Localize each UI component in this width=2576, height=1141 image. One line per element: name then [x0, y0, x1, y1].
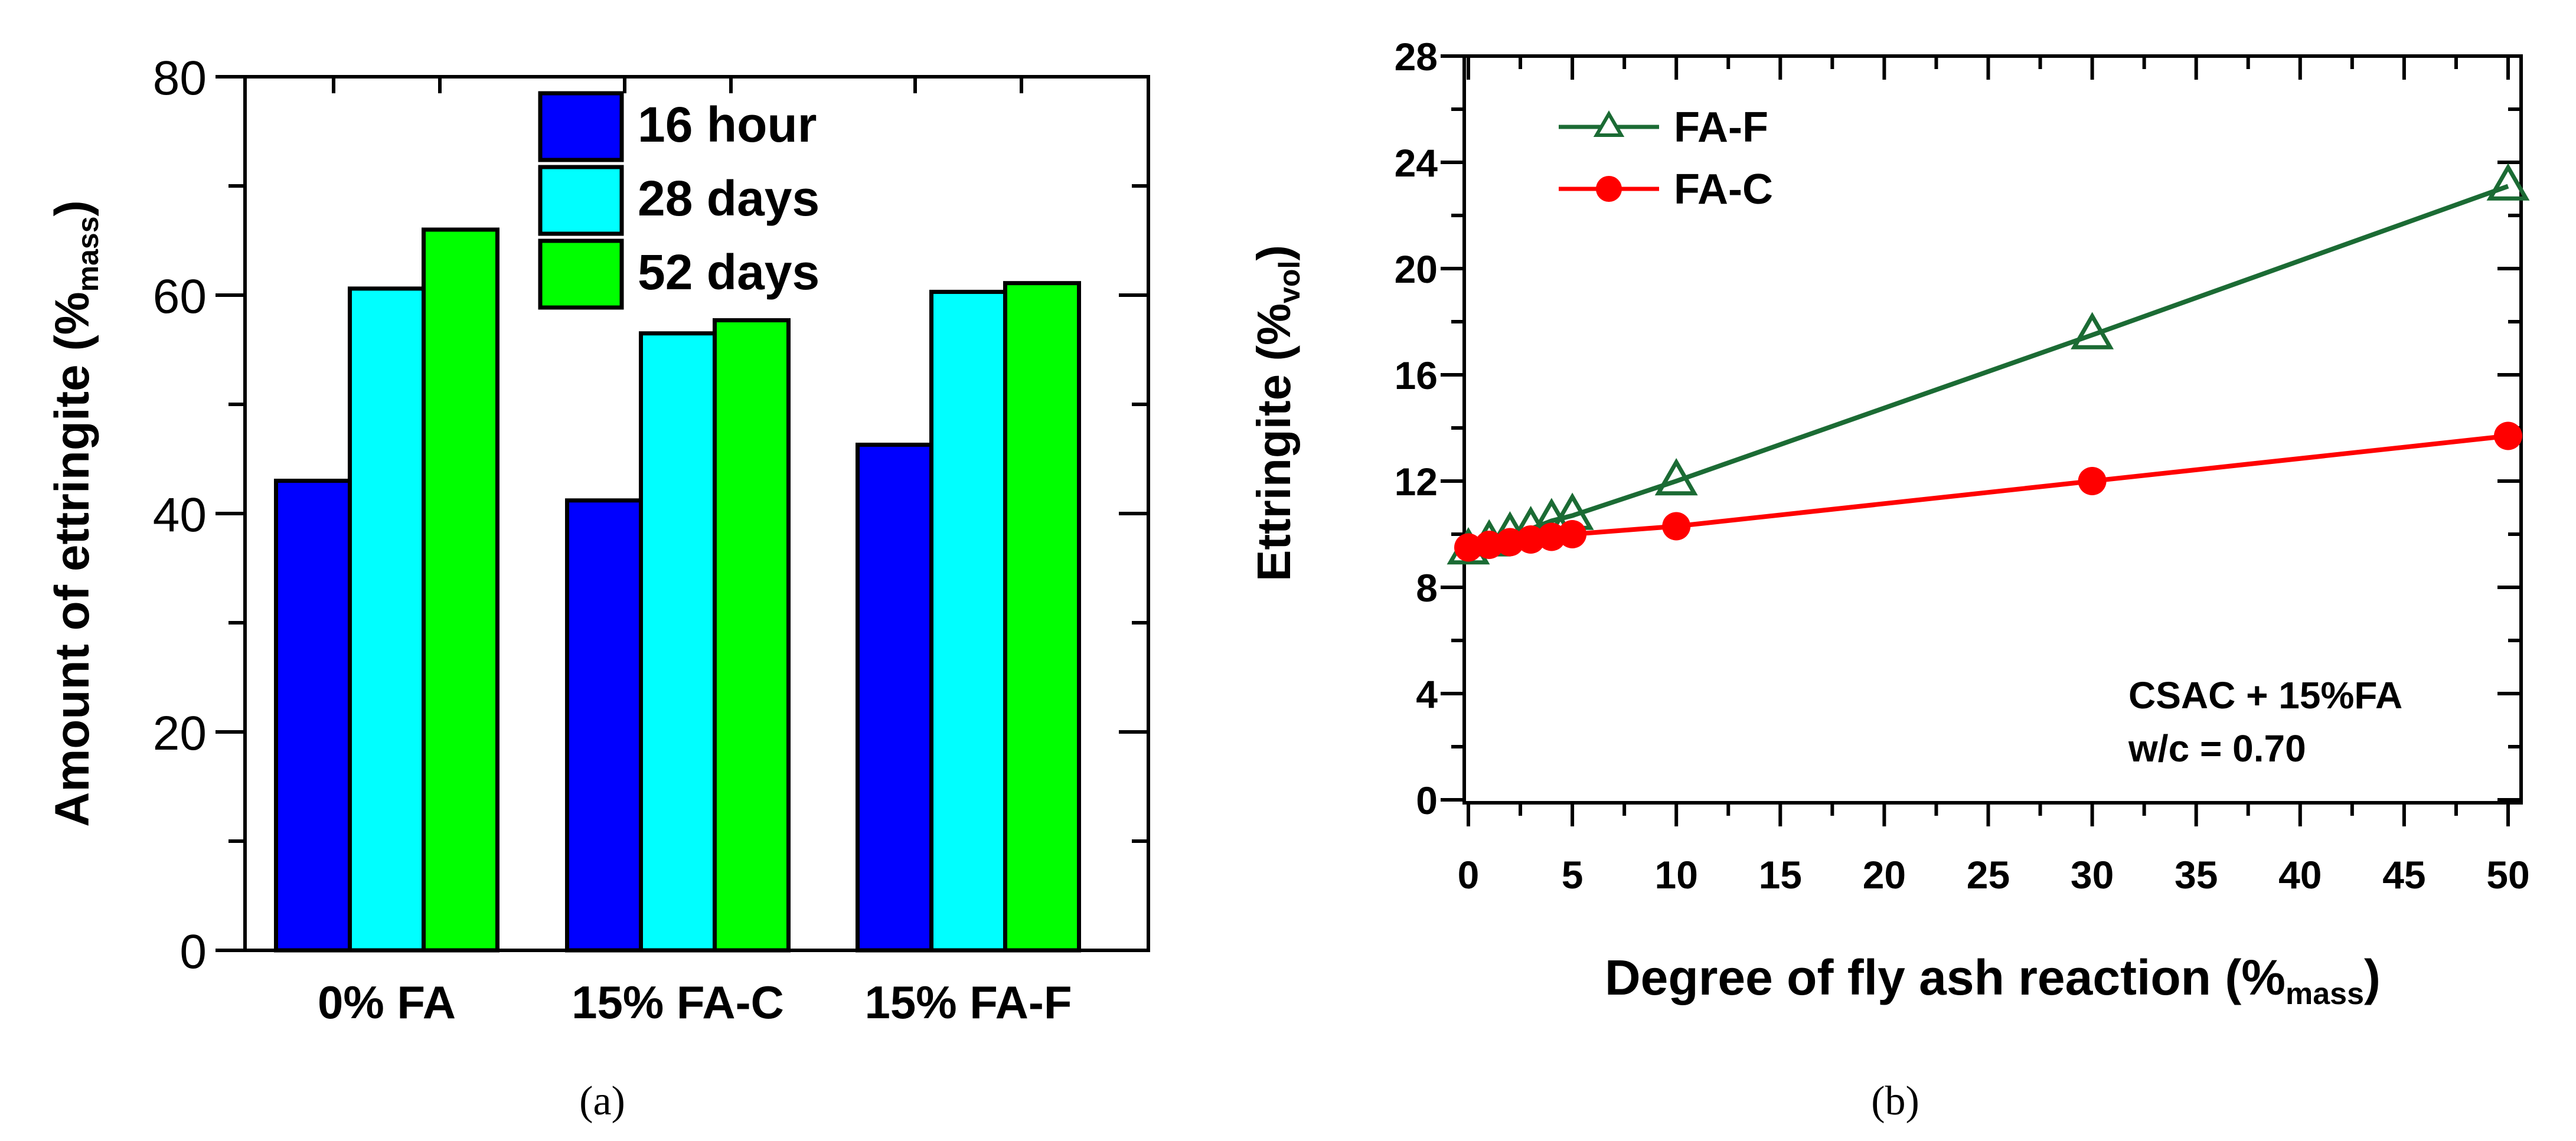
legend-label-fa-c: FA-C	[1674, 166, 1773, 213]
y-tick-label: 40	[153, 488, 207, 542]
y-tick-label: 28	[1395, 35, 1438, 79]
annotation-line-1: CSAC + 15%FA	[2128, 674, 2402, 717]
y-axis-label-close: )	[1248, 245, 1300, 261]
y-axis-label-close: )	[45, 200, 99, 216]
bar-16-hour-0	[274, 479, 352, 953]
legend-label-52d: 52 days	[638, 244, 820, 300]
data-point-fa-c	[1558, 520, 1587, 548]
x-tick-label: 15% FA-F	[864, 976, 1072, 1028]
y-tick-label: 60	[153, 270, 207, 323]
y-tick-label: 16	[1395, 354, 1438, 397]
y-tick-label: 4	[1416, 672, 1438, 716]
x-tick-label: 40	[2278, 853, 2322, 897]
legend-swatch-52d	[538, 238, 624, 310]
legend-label-28d: 28 days	[638, 171, 820, 226]
x-tick-label: 5	[1562, 853, 1584, 897]
data-point-fa-c	[2494, 421, 2522, 450]
y-tick-label: 0	[179, 925, 207, 979]
x-axis-label-close: )	[2364, 950, 2381, 1005]
legend-label-fa-f: FA-F	[1674, 104, 1768, 151]
bar-28-days-1	[639, 331, 717, 953]
bar-52-days-1	[713, 318, 791, 953]
legend: 16 hour 28 days 52 days	[538, 91, 820, 310]
data-point-fa-f	[2486, 163, 2530, 201]
legend-swatch-28d	[538, 165, 624, 236]
y-axis-label-main: Amount of ettringite (%	[45, 292, 99, 826]
axis-ticks: 0 4 8 12 16 20 24 28 0 5 10 15 20 25 30 35 40 45 50	[1395, 35, 2530, 897]
y-axis-label-subscript: mass	[71, 216, 105, 292]
x-tick-label: 45	[2382, 853, 2425, 897]
data-point-fa-c	[1475, 531, 1504, 559]
x-tick-label: 15% FA-C	[572, 976, 784, 1028]
y-tick-label: 12	[1395, 460, 1438, 504]
legend-swatch-16h	[538, 91, 624, 162]
line-chart-panel: 0 4 8 12 16 20 24 28 0 5 10 15 20 25 30 35 40 45 50 FA-F F…	[1248, 35, 2530, 1124]
y-axis-ticks: 0% FA 15% FA-C 15% FA-F 0 20 40 60 80	[153, 51, 1148, 1028]
y-tick-label: 80	[153, 51, 207, 105]
y-axis-label: Ettringite (%vol)	[1248, 245, 1306, 581]
x-axis-label-main: Degree of fly ash reaction (%	[1605, 950, 2286, 1005]
panel-label-a: (a)	[579, 1078, 625, 1124]
bar-chart-panel: 0% FA 15% FA-C 15% FA-F 0 20 40 60 80 Amount of…	[45, 51, 1150, 1124]
bar-52-days-0	[422, 227, 499, 953]
bar-52-days-2	[1003, 281, 1081, 953]
x-tick-label: 0	[1458, 853, 1480, 897]
x-axis-label-subscript: mass	[2286, 977, 2364, 1011]
data-point-fa-c	[1454, 533, 1483, 562]
data-point-fa-c	[1496, 528, 1524, 557]
data-point-fa-c	[1516, 525, 1545, 554]
bar-28-days-0	[348, 286, 426, 953]
panel-label-b: (b)	[1871, 1078, 1919, 1124]
annotation-line-2: w/c = 0.70	[2128, 727, 2306, 770]
y-tick-label: 20	[153, 707, 207, 760]
y-axis-label: Amount of ettringite (%mass)	[45, 200, 105, 827]
y-axis-label-subscript: vol	[1273, 261, 1306, 303]
legend: FA-F FA-C	[1559, 104, 1773, 213]
legend-label-16h: 16 hour	[638, 97, 817, 152]
data-point-fa-c	[1537, 522, 1566, 551]
data-point-fa-c	[1662, 512, 1691, 541]
y-tick-label: 8	[1416, 566, 1438, 610]
y-axis-label-main: Ettringite (%	[1248, 303, 1300, 581]
x-tick-label: 0% FA	[318, 976, 456, 1028]
y-tick-label: 0	[1416, 779, 1438, 822]
legend-marker-fa-c	[1596, 176, 1622, 202]
x-axis-label: Degree of fly ash reaction (%mass)	[1605, 950, 2381, 1011]
data-point-fa-f	[2071, 312, 2114, 349]
legend-marker-fa-f	[1593, 110, 1625, 137]
x-tick-label: 25	[1967, 853, 2010, 897]
y-tick-label: 20	[1395, 247, 1438, 291]
bar-16-hour-1	[565, 498, 643, 953]
x-tick-label: 30	[2071, 853, 2114, 897]
x-tick-label: 20	[1863, 853, 1906, 897]
bar-series-group	[274, 227, 1081, 953]
x-tick-label: 15	[1759, 853, 1802, 897]
y-tick-label: 24	[1395, 141, 1438, 185]
x-tick-label: 35	[2175, 853, 2218, 897]
x-tick-label: 10	[1654, 853, 1697, 897]
series-lines	[1447, 163, 2530, 565]
bar-28-days-2	[929, 289, 1007, 953]
data-point-fa-f	[1654, 457, 1698, 496]
x-tick-label: 50	[2486, 853, 2529, 897]
data-point-fa-c	[2078, 467, 2107, 495]
bar-16-hour-2	[856, 442, 933, 953]
